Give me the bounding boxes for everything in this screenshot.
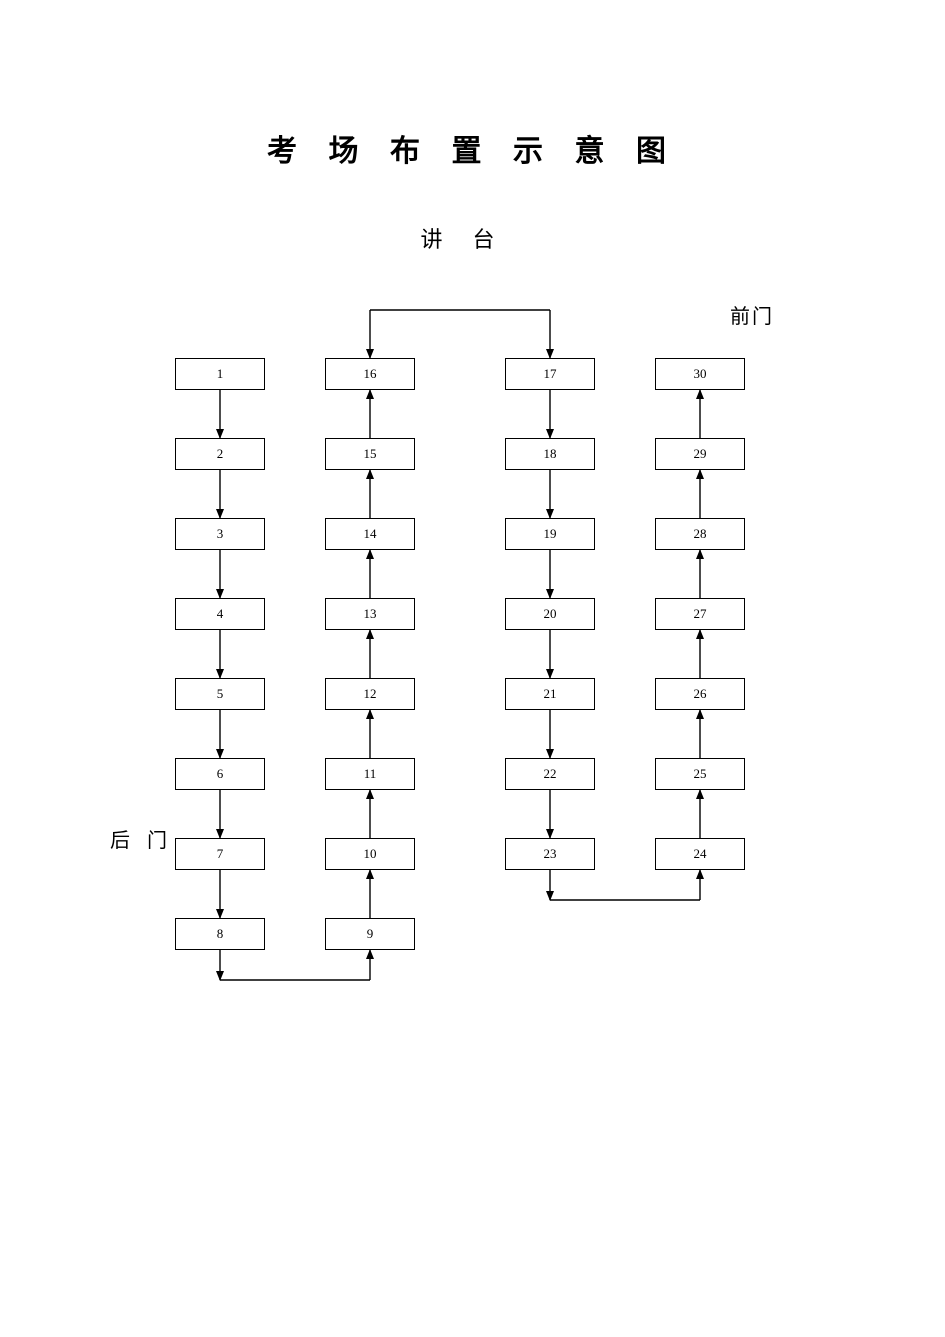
seat-number: 13 (364, 606, 377, 622)
seat-box: 16 (325, 358, 415, 390)
seat-box: 21 (505, 678, 595, 710)
seat-number: 15 (364, 446, 377, 462)
seat-number: 4 (217, 606, 224, 622)
seat-number: 20 (544, 606, 557, 622)
seat-box: 10 (325, 838, 415, 870)
seat-number: 23 (544, 846, 557, 862)
seat-number: 28 (694, 526, 707, 542)
seat-box: 14 (325, 518, 415, 550)
seating-diagram: 1234567816151413121110917181920212223302… (155, 280, 795, 1040)
seat-box: 5 (175, 678, 265, 710)
seat-number: 3 (217, 526, 224, 542)
seat-box: 28 (655, 518, 745, 550)
seat-number: 24 (694, 846, 707, 862)
seat-box: 9 (325, 918, 415, 950)
seat-number: 25 (694, 766, 707, 782)
seat-number: 8 (217, 926, 224, 942)
seat-box: 1 (175, 358, 265, 390)
seat-number: 22 (544, 766, 557, 782)
seat-number: 12 (364, 686, 377, 702)
seat-box: 20 (505, 598, 595, 630)
seat-number: 6 (217, 766, 224, 782)
seat-box: 23 (505, 838, 595, 870)
seat-box: 18 (505, 438, 595, 470)
page-title: 考 场 布 置 示 意 图 (0, 126, 945, 170)
seat-number: 10 (364, 846, 377, 862)
seat-number: 14 (364, 526, 377, 542)
seat-number: 21 (544, 686, 557, 702)
seat-box: 29 (655, 438, 745, 470)
seat-number: 17 (544, 366, 557, 382)
seat-box: 30 (655, 358, 745, 390)
seat-box: 11 (325, 758, 415, 790)
podium-label: 讲台 (0, 222, 945, 254)
seat-box: 24 (655, 838, 745, 870)
seat-box: 4 (175, 598, 265, 630)
seat-number: 18 (544, 446, 557, 462)
seat-box: 8 (175, 918, 265, 950)
seat-number: 1 (217, 366, 224, 382)
seat-box: 25 (655, 758, 745, 790)
seat-box: 12 (325, 678, 415, 710)
seat-number: 29 (694, 446, 707, 462)
seat-number: 9 (367, 926, 374, 942)
seat-box: 22 (505, 758, 595, 790)
seat-number: 30 (694, 366, 707, 382)
seat-box: 27 (655, 598, 745, 630)
seat-box: 17 (505, 358, 595, 390)
seat-number: 16 (364, 366, 377, 382)
seat-number: 27 (694, 606, 707, 622)
seat-number: 19 (544, 526, 557, 542)
seat-box: 26 (655, 678, 745, 710)
seat-box: 13 (325, 598, 415, 630)
seat-box: 3 (175, 518, 265, 550)
seat-box: 7 (175, 838, 265, 870)
seat-number: 26 (694, 686, 707, 702)
seat-number: 11 (364, 766, 377, 782)
seat-number: 5 (217, 686, 224, 702)
seat-box: 6 (175, 758, 265, 790)
seat-box: 15 (325, 438, 415, 470)
seat-number: 7 (217, 846, 224, 862)
seat-box: 19 (505, 518, 595, 550)
seat-box: 2 (175, 438, 265, 470)
seat-number: 2 (217, 446, 224, 462)
